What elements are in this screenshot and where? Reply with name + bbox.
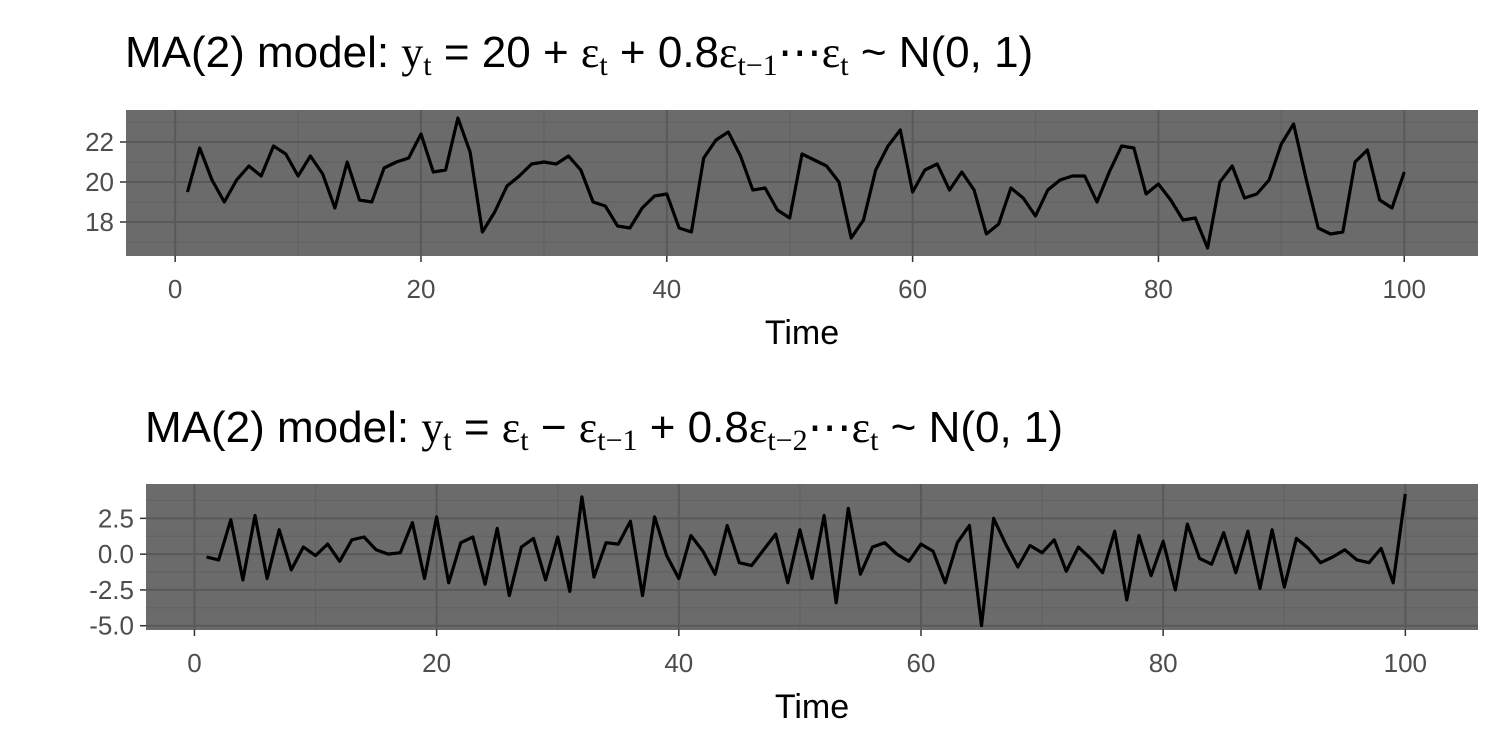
chart-1-title: MA(2) model: yt = 20 + εt + 0.8εt−1⋯εt ~… [125, 28, 1033, 82]
x-tick-label: 40 [664, 648, 693, 678]
y-tick-label: 2.5 [98, 503, 134, 533]
chart-1-x-axis-label: Time [765, 314, 839, 352]
x-tick-label: 20 [422, 648, 451, 678]
y-tick-label: 20 [85, 167, 114, 197]
series-line [206, 493, 1407, 628]
x-tick-label: 100 [1383, 274, 1426, 304]
chart-1-plot-area [126, 110, 1478, 256]
x-tick-label: 60 [898, 274, 927, 304]
x-tick-label: 100 [1384, 648, 1427, 678]
x-tick-label: 60 [907, 648, 936, 678]
y-tick-label: -5.0 [89, 611, 134, 641]
chart-2-title: MA(2) model: yt = εt − εt−1 + 0.8εt−2⋯εt… [145, 403, 1063, 457]
chart-2-axes: 0 20 40 60 80 100 2.5 0.0 -2.5 -5.0 [89, 503, 1427, 678]
series-line [185, 116, 1406, 250]
x-tick-label: 40 [652, 274, 681, 304]
x-tick-label: 20 [407, 274, 436, 304]
chart-2-plot-area [146, 484, 1478, 630]
y-tick-label: -2.5 [89, 575, 134, 605]
x-tick-label: 80 [1144, 274, 1173, 304]
chart-2-x-axis-label: Time [775, 688, 849, 726]
y-tick-label: 18 [85, 207, 114, 237]
y-tick-label: 22 [85, 127, 114, 157]
chart-1-axes: 0 20 40 60 80 100 18 20 22 [85, 127, 1426, 304]
x-tick-label: 0 [168, 274, 182, 304]
panel-background [146, 484, 1478, 630]
x-tick-label: 0 [187, 648, 201, 678]
x-tick-label: 80 [1149, 648, 1178, 678]
y-tick-label: 0.0 [98, 539, 134, 569]
